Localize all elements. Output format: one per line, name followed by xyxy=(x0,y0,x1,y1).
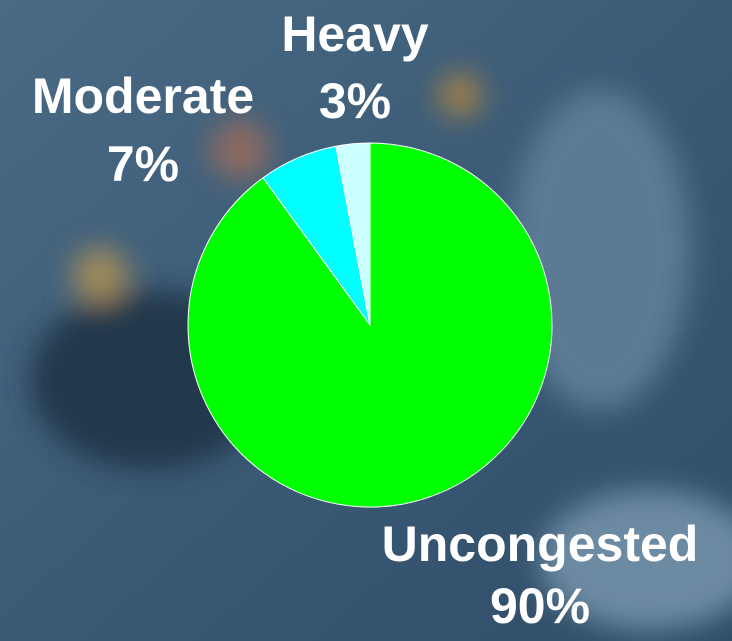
background-blur xyxy=(30,73,732,630)
slice-label: Heavy xyxy=(281,6,429,62)
slice-label: Uncongested xyxy=(382,516,699,572)
slice-value-label: 7% xyxy=(107,136,179,192)
slice-value-label: 3% xyxy=(319,73,391,129)
slice-label: Moderate xyxy=(32,68,254,124)
labels: Uncongested 90% Moderate 7% Heavy 3% xyxy=(32,6,698,634)
pie-slice xyxy=(335,142,371,326)
pie xyxy=(187,142,553,508)
slice-value-label: 90% xyxy=(490,578,590,634)
